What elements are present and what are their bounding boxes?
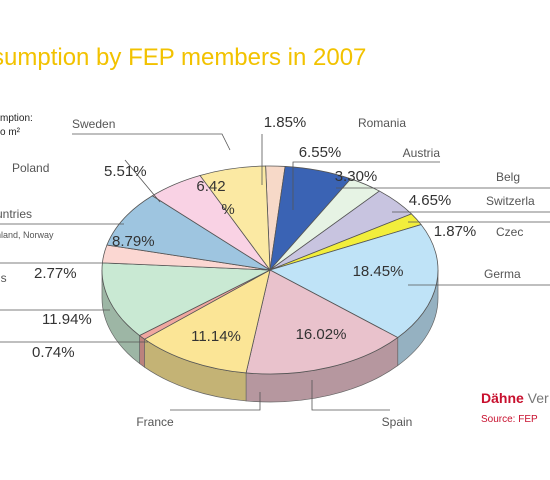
slice-value-label-11: 8.79% — [112, 233, 155, 250]
publisher-name-rest: Ver — [523, 390, 549, 406]
slice-name-label-2: Belg — [496, 170, 520, 184]
slice-value-label-9: 11.94% — [42, 311, 92, 328]
slice-name-label-10: ds — [0, 271, 7, 285]
slice-value-label-12: 5.51% — [104, 163, 147, 180]
unit-note-line-1: mption: — [0, 113, 33, 124]
pie-sides — [101, 269, 439, 403]
slice-value-label-13: 6.42 — [196, 178, 225, 195]
slice-name-label-13: Sweden — [72, 117, 115, 131]
unit-note-line-2: o m² — [0, 127, 20, 138]
slice-name-label-1: Austria — [403, 146, 441, 160]
slice-value-label-6: 16.02% — [296, 326, 347, 343]
pie-slices — [101, 165, 439, 375]
pie-slice-6 — [245, 269, 399, 375]
slice-value-label-4: 1.87% — [434, 223, 477, 240]
slice-name-label-3: Switzerla — [486, 194, 535, 208]
pie-slice-5 — [268, 224, 439, 339]
slice-value-label-1: 6.55% — [299, 144, 342, 161]
chart-title: sumption by FEP members in 2007 — [0, 44, 367, 71]
slice-value-label-10: 2.77% — [34, 265, 77, 282]
pie-slice-7 — [143, 269, 271, 374]
leader-line-12 — [124, 159, 161, 203]
pie-side-8 — [139, 334, 145, 368]
publisher-logo: Dähne Ver — [481, 390, 549, 406]
pie-slice-13 — [199, 165, 271, 272]
leader-line-7 — [170, 392, 261, 411]
slice-name-label-4: Czec — [496, 225, 523, 239]
leader-lines — [0, 133, 550, 411]
slice-value-label-7: 11.14% — [191, 328, 241, 345]
pie-slice-9 — [101, 262, 272, 336]
pie-slice-11 — [106, 195, 271, 271]
slice-value-label-8: 0.74% — [32, 344, 75, 361]
slice-name-label-7: France — [136, 415, 174, 429]
publisher-name-bold: Dähne — [481, 390, 524, 406]
source-note: Source: FEP — [481, 414, 538, 425]
slice-name-label-6: Spain — [382, 415, 413, 429]
slice-value-label-2: 3.30% — [335, 168, 378, 185]
leader-line-13 — [72, 133, 231, 151]
slice-name-label-0: Romania — [358, 116, 406, 130]
slice-name-label-12: Poland — [12, 161, 49, 175]
unit-note: mption: o m² — [0, 112, 33, 140]
slice-name-label-5: Germa — [484, 267, 521, 281]
slice-value-label-0: 1.85% — [264, 114, 307, 131]
slice-value-label-5: 18.45% — [353, 263, 404, 280]
slice-labels: 1.85% Romania 6.55% Austria 3.30% Belg 4.65% Sw… — [0, 114, 535, 429]
leader-line-1 — [292, 161, 440, 210]
slice-sub-label-11: nland, Norway — [0, 230, 54, 240]
slice-name-label-11: untries — [0, 207, 32, 221]
leader-line-6 — [311, 380, 390, 411]
slice-value-label-3: 4.65% — [409, 192, 452, 209]
slice-value-label-13-unit: % — [221, 201, 234, 218]
